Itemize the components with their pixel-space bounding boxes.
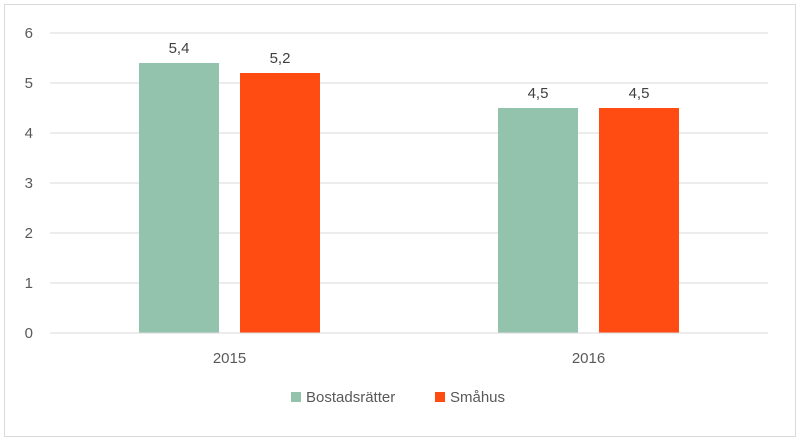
- legend: Bostadsrätter Småhus: [291, 389, 505, 406]
- bar-småhus-2015: [240, 73, 320, 333]
- bar-bostadsrätter-2015: [139, 63, 219, 333]
- y-tick-label: 4: [25, 125, 33, 142]
- data-label: 5,2: [270, 50, 291, 67]
- y-tick-label: 3: [25, 175, 33, 192]
- y-tick-label: 6: [25, 25, 33, 42]
- legend-swatch-småhus: [435, 392, 445, 402]
- y-tick-label: 1: [25, 275, 33, 292]
- x-tick-label: 2015: [213, 350, 246, 367]
- y-axis: 0 1 2 3 4 5 6: [25, 25, 33, 342]
- y-tick-label: 5: [25, 75, 33, 92]
- x-tick-label: 2016: [572, 350, 605, 367]
- y-tick-label: 2: [25, 225, 33, 242]
- bar-småhus-2016: [599, 108, 679, 333]
- data-labels: 5,4 5,2 4,5 4,5: [169, 40, 650, 102]
- bars: [139, 63, 679, 333]
- data-label: 4,5: [528, 85, 549, 102]
- bar-bostadsrätter-2016: [498, 108, 578, 333]
- data-label: 5,4: [169, 40, 190, 57]
- x-axis: 2015 2016: [50, 332, 768, 367]
- data-label: 4,5: [629, 85, 650, 102]
- legend-swatch-bostadsrätter: [291, 392, 301, 402]
- legend-label: Bostadsrätter: [306, 389, 395, 406]
- y-tick-label: 0: [25, 325, 33, 342]
- legend-label: Småhus: [450, 389, 505, 406]
